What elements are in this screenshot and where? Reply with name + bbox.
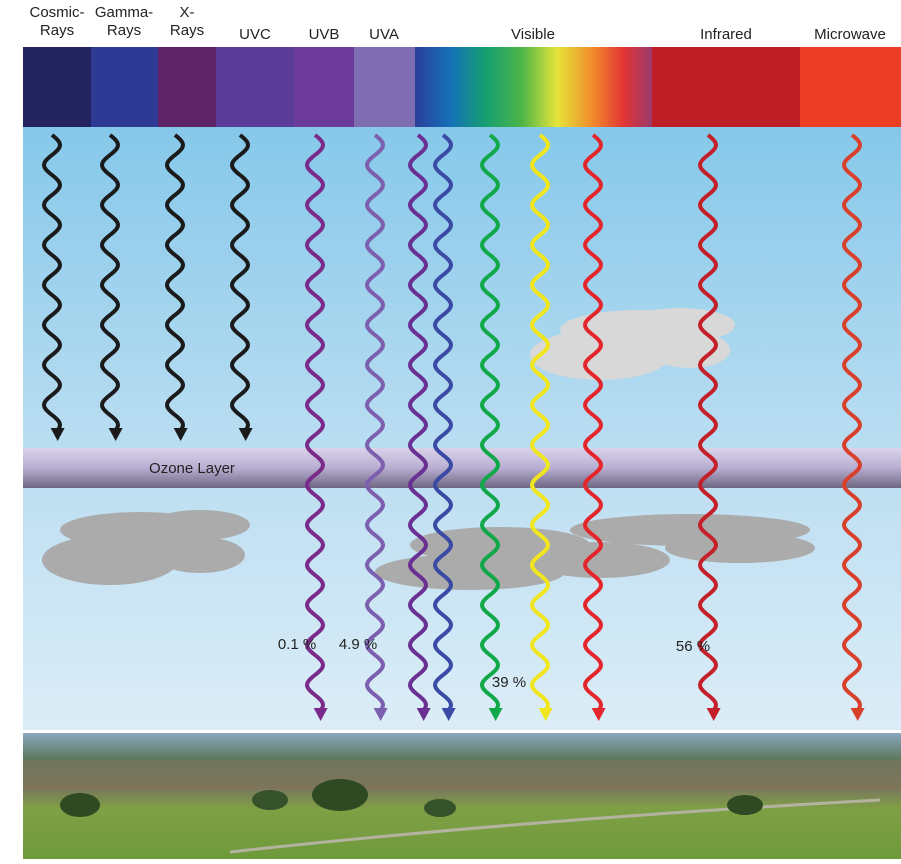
band-label: Rays (170, 22, 204, 39)
ozone-label: Ozone Layer (149, 460, 235, 477)
tree (60, 793, 100, 817)
arrowhead (50, 428, 65, 441)
band-cosmic (23, 47, 91, 127)
town (23, 760, 901, 790)
wave-arrow (479, 133, 503, 721)
wave (479, 133, 501, 710)
cloud (42, 510, 250, 585)
wave (164, 133, 186, 430)
band-label: Infrared (700, 26, 752, 43)
wave (841, 133, 863, 710)
arrowhead (238, 428, 253, 441)
sky (23, 127, 901, 730)
arrowhead (373, 708, 388, 721)
ozone-layer (23, 448, 901, 488)
band-label: Rays (107, 22, 141, 39)
band-label: UVC (239, 26, 271, 43)
tree (252, 790, 288, 810)
band-label: Visible (511, 26, 555, 43)
arrowhead (173, 428, 188, 441)
arrowhead (441, 708, 456, 721)
road (229, 798, 881, 854)
landscape (23, 733, 901, 859)
wave-arrow (432, 133, 456, 721)
band-gamma (91, 47, 158, 127)
band-label: UVB (309, 26, 340, 43)
wave (364, 133, 386, 710)
band-uvb (294, 47, 354, 127)
band-label: X- (180, 4, 195, 21)
band-uva (354, 47, 415, 127)
wave (697, 133, 719, 710)
arrowhead (108, 428, 123, 441)
arrowhead (591, 708, 606, 721)
arrowhead (488, 708, 503, 721)
band-label: Microwave (814, 26, 886, 43)
wave-arrow (529, 133, 553, 721)
arrowhead (538, 708, 553, 721)
wave-arrow (229, 133, 253, 441)
band-infrared (652, 47, 800, 127)
band-uvc (216, 47, 294, 127)
wave (304, 133, 326, 710)
wave-arrow (841, 133, 865, 721)
wave-arrow (41, 133, 65, 441)
wave (99, 133, 121, 430)
clouds (42, 308, 815, 590)
arrowhead (416, 708, 431, 721)
wave-arrow (582, 133, 606, 721)
band-xray (158, 47, 216, 127)
percentage-label: 4.9 % (339, 636, 377, 653)
band-microwave (800, 47, 901, 127)
radiation-arrows (41, 133, 865, 721)
wave-arrow (407, 133, 431, 721)
wave (529, 133, 551, 710)
wave-arrow (697, 133, 721, 721)
wave (407, 133, 429, 710)
landscape-photo (23, 733, 901, 859)
band-visible (415, 47, 652, 127)
wave (41, 133, 63, 430)
wave-arrow (364, 133, 388, 721)
band-label: Rays (40, 22, 74, 39)
band-label: Cosmic- (30, 4, 85, 21)
arrowhead (313, 708, 328, 721)
tree (727, 795, 763, 815)
percentage-label: 56 % (676, 638, 710, 655)
arrowhead (706, 708, 721, 721)
spectrum-bar (23, 47, 901, 127)
wave (229, 133, 251, 430)
tree (312, 779, 368, 811)
wave-arrow (304, 133, 328, 721)
wave-arrow (164, 133, 188, 441)
percentage-label: 39 % (492, 674, 526, 691)
tree (424, 799, 456, 817)
wave (432, 133, 454, 710)
percentage-label: 0.1 % (278, 636, 316, 653)
band-label: Gamma- (95, 4, 153, 21)
wave (582, 133, 604, 710)
wave-arrow (99, 133, 123, 441)
band-label: UVA (369, 26, 399, 43)
arrowhead (850, 708, 865, 721)
